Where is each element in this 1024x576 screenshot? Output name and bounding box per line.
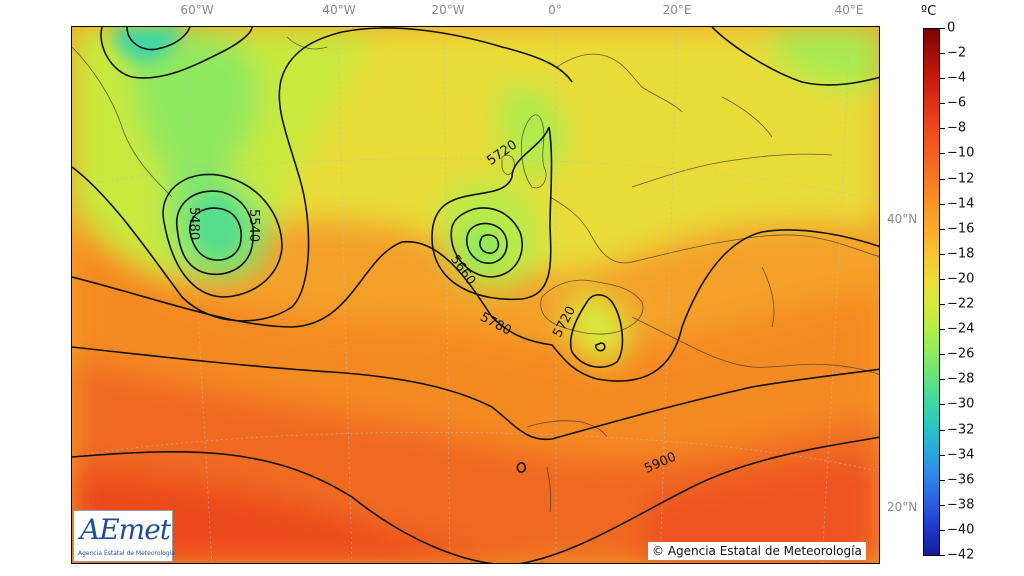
colorbar-tick-label: −6 bbox=[947, 95, 967, 111]
contour-5720-east bbox=[431, 126, 553, 301]
lon-label-60w: 60°W bbox=[180, 3, 214, 17]
colorbar-tick-mark bbox=[940, 454, 945, 456]
colorbar-tick-label: −14 bbox=[947, 196, 975, 212]
colorbar-tick-label: −2 bbox=[947, 45, 967, 61]
colorbar-tick-label: −20 bbox=[947, 271, 975, 287]
contour-5480 bbox=[176, 190, 254, 276]
contour-5780 bbox=[72, 229, 879, 382]
contour-5600-iberia bbox=[595, 342, 606, 352]
contour-5900 bbox=[72, 436, 879, 563]
contour-5840 bbox=[72, 346, 879, 441]
colorbar-tick-mark bbox=[940, 278, 945, 280]
contour-north-low bbox=[100, 27, 253, 79]
colorbar-tick-label: −36 bbox=[947, 472, 975, 488]
lon-label-20w: 20°W bbox=[431, 3, 465, 17]
colorbar-tick-mark bbox=[940, 529, 945, 531]
colorbar-tick-mark bbox=[940, 504, 945, 506]
lon-label-40w: 40°W bbox=[322, 3, 356, 17]
colorbar-tick-mark bbox=[940, 153, 945, 155]
colorbar-tick-mark bbox=[940, 253, 945, 255]
logo-subtitle: Agencia Estatal de Meteorología bbox=[78, 550, 175, 557]
colorbar-tick-mark bbox=[940, 178, 945, 180]
contour-label-5480: 5480 bbox=[186, 207, 201, 240]
colorbar-tick-label: −30 bbox=[947, 396, 975, 412]
contour-5600-b bbox=[479, 234, 500, 254]
colorbar-tick-mark bbox=[940, 555, 945, 556]
contour-5720-west bbox=[72, 27, 573, 322]
colorbar-tick-label: −16 bbox=[947, 221, 975, 237]
colorbar-tick-mark bbox=[940, 354, 945, 356]
colorbar-tick-label: −26 bbox=[947, 346, 975, 362]
map-canvas: 5720 5540 5480 5660 5720 5780 5900 bbox=[72, 27, 879, 563]
colorbar-tick-label: −18 bbox=[947, 246, 975, 262]
lon-label-0: 0° bbox=[548, 3, 562, 17]
colorbar-tick-label: −12 bbox=[947, 171, 975, 187]
logo-mark: AEmet bbox=[80, 513, 171, 546]
temperature-map: 5720 5540 5480 5660 5720 5780 5900 bbox=[71, 26, 880, 564]
colorbar-tick-mark bbox=[940, 78, 945, 80]
colorbar-tick-mark bbox=[940, 329, 945, 331]
lon-label-40e: 40°E bbox=[834, 3, 864, 17]
contour-5600-atlas bbox=[516, 462, 527, 473]
colorbar-tick-label: −32 bbox=[947, 422, 975, 438]
colorbar-tick-label: −28 bbox=[947, 371, 975, 387]
colorbar-tick-mark bbox=[940, 429, 945, 431]
contour-5720-iberia bbox=[569, 294, 624, 368]
colorbar-tick-label: −24 bbox=[947, 321, 975, 337]
contour-label-5540: 5540 bbox=[246, 209, 261, 242]
colorbar-tick-label: −8 bbox=[947, 120, 967, 136]
lat-label-40n: 40°N bbox=[887, 212, 918, 226]
colorbar-tick-mark bbox=[940, 103, 945, 105]
colorbar-tick-label: −42 bbox=[947, 547, 975, 563]
geopotential-contours bbox=[72, 27, 879, 563]
colorbar-tick-mark bbox=[940, 304, 945, 306]
colorbar-tick-label: −34 bbox=[947, 447, 975, 463]
colorbar-tick-mark bbox=[940, 28, 945, 29]
aemet-logo: AEmet Agencia Estatal de Meteorología bbox=[73, 510, 175, 562]
colorbar-tick-mark bbox=[940, 479, 945, 481]
colorbar-tick-mark bbox=[940, 53, 945, 55]
temperature-field bbox=[72, 27, 879, 563]
colorbar-tick-label: −40 bbox=[947, 522, 975, 538]
colorbar-tick-mark bbox=[940, 379, 945, 381]
colorbar-tick-label: −38 bbox=[947, 497, 975, 513]
contour-north-low-inner bbox=[126, 27, 191, 51]
contour-5420 bbox=[189, 207, 242, 261]
contour-ne bbox=[711, 27, 879, 86]
colorbar-tick-mark bbox=[940, 404, 945, 406]
colorbar-tick-mark bbox=[940, 203, 945, 205]
colorbar-tick-label: 0 bbox=[947, 20, 956, 36]
coastlines bbox=[72, 36, 879, 513]
colorbar-tick-mark bbox=[940, 128, 945, 130]
colorbar-tick-mark bbox=[940, 228, 945, 230]
graticule bbox=[72, 27, 879, 563]
colorbar bbox=[923, 28, 940, 556]
colorbar-tick-label: −10 bbox=[947, 145, 975, 161]
copyright-notice: © Agencia Estatal de Meteorología bbox=[648, 542, 866, 560]
contour-5660 bbox=[450, 207, 523, 278]
colorbar-tick-label: −22 bbox=[947, 296, 975, 312]
colorbar-tick-label: −4 bbox=[947, 70, 967, 86]
contour-5540 bbox=[162, 173, 283, 298]
colorbar-unit: ºC bbox=[921, 4, 937, 19]
lat-label-20n: 20°N bbox=[887, 500, 918, 514]
lon-label-20e: 20°E bbox=[662, 3, 692, 17]
contour-5600-a bbox=[466, 222, 508, 264]
